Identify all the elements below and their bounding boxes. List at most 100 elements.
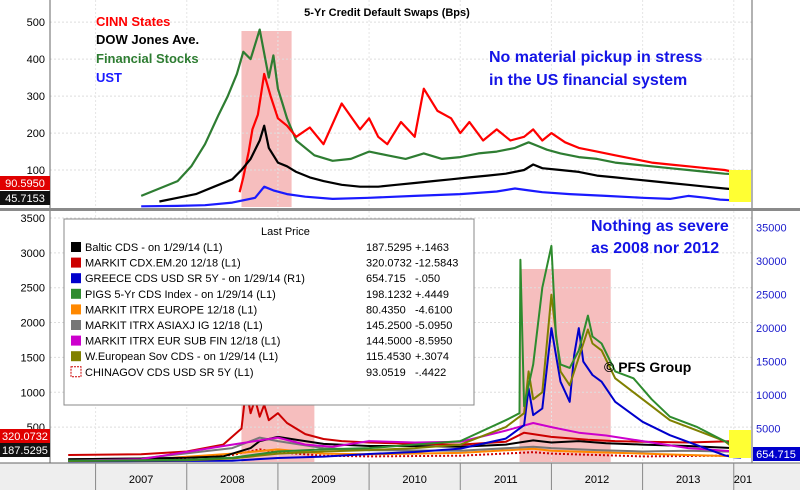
bottom-left-tick-1000: 1000 — [21, 387, 45, 399]
legend-row-7: W.European Sov CDS - on 1/29/14 (L1) 115.… — [71, 351, 449, 363]
bottom-left-tick-1500: 1500 — [21, 352, 45, 364]
top-last-value-0: 90.5950 — [0, 176, 50, 190]
bottom-last-value-left-bg-0 — [0, 429, 50, 443]
legend-value-8: 93.0519 — [366, 367, 406, 379]
legend-label-5: MARKIT ITRX ASIAXJ IG 12/18 (L1) — [85, 320, 263, 332]
bottom-right-tick-35000: 35000 — [756, 223, 787, 235]
top-series-lines — [140, 28, 742, 208]
legend-swatch-0 — [71, 242, 81, 252]
x-axis-label-201: 201 — [734, 474, 752, 486]
bottom-left-tick-2500: 2500 — [21, 283, 45, 295]
legend-change-6: -8.5950 — [415, 336, 452, 348]
x-axis-label-2010: 2010 — [402, 474, 426, 486]
top-y-tick-labels: 100 200 300 400 500 — [27, 17, 45, 177]
x-axis-band — [0, 463, 800, 490]
top-last-value-bg-0 — [0, 176, 50, 190]
bottom-highlight-box — [729, 430, 751, 458]
bottom-right-tick-25000: 25000 — [756, 290, 787, 302]
top-y-tick-300: 300 — [27, 91, 45, 103]
top-y-tick-400: 400 — [27, 54, 45, 66]
legend-row-6: MARKIT ITRX EUR SUB FIN 12/18 (L1) 144.50… — [71, 335, 452, 348]
legend-swatch-5 — [71, 320, 81, 330]
x-axis-label-2012: 2012 — [585, 474, 609, 486]
legend-row-3: PIGS 5-Yr CDS Index - on 1/29/14 (L1) 198… — [71, 288, 449, 301]
top-legend: CINN States DOW Jones Ave. Financial Sto… — [96, 14, 199, 85]
legend-row-5: MARKIT ITRX ASIAXJ IG 12/18 (L1) 145.2500… — [71, 320, 452, 332]
legend-swatch-4 — [71, 304, 81, 315]
bottom-series-markit-cdx-em-20-12-18 — [68, 387, 742, 456]
legend-change-2: -.050 — [415, 273, 440, 285]
legend-row-8: CHINAGOV CDS USD SR 5Y (L1) 93.0519 -.4422 — [70, 366, 446, 379]
legend-row-4: MARKIT ITRX EUROPE 12/18 (L1) 80.4350 -4.6… — [71, 304, 452, 316]
bottom-series-lines — [68, 244, 742, 463]
bottom-series-chinagov-cds-usd-sr-5y — [68, 448, 742, 462]
legend-label-4: MARKIT ITRX EUROPE 12/18 (L1) — [85, 304, 257, 316]
legend-change-1: -12.5843 — [415, 258, 458, 270]
bottom-series-markit-itrx-asiaxj-ig-12-18 — [68, 436, 742, 461]
legend-swatch-3 — [71, 288, 81, 299]
legend-rows: Baltic CDS - on 1/29/14 (L1) 187.5295 +.14… — [70, 242, 458, 379]
legend-row-0: Baltic CDS - on 1/29/14 (L1) 187.5295 +.14… — [71, 242, 449, 254]
bottom-last-value-left-0: 320.0732 — [0, 429, 50, 443]
top-panel-background — [0, 0, 800, 208]
x-axis-label-2013: 2013 — [676, 474, 700, 486]
legend-label-7: W.European Sov CDS - on 1/29/14 (L1) — [85, 351, 278, 363]
top-last-value-bg-1 — [0, 191, 50, 205]
bottom-last-value-right-text-0: 654.715 — [756, 449, 796, 461]
top-highlight-box — [729, 170, 751, 202]
legend-label-0: Baltic CDS - on 1/29/14 (L1) — [85, 242, 223, 254]
bottom-right-tick-20000: 20000 — [756, 323, 787, 335]
legend-box — [63, 218, 475, 406]
legend-swatch-8 — [70, 366, 82, 378]
top-annotation-line-2: in the US financial system — [489, 72, 687, 89]
top-legend-financials: Financial Stocks — [96, 51, 199, 66]
top-panel: 100 200 300 400 500 90.5950 45.7153 5-Yr Cred… — [0, 0, 800, 208]
legend-label-2: GREECE CDS USD SR 5Y - on 1/29/14 (R1) — [85, 273, 305, 285]
bottom-legend: Last Price Baltic CDS - on 1/29/14 (L1) 1… — [63, 218, 475, 406]
legend-value-2: 654.715 — [366, 273, 406, 285]
bottom-annotation-line-1: Nothing as severe — [591, 218, 729, 235]
bottom-last-value-left-1: 187.5295 — [0, 443, 50, 457]
x-axis-label-2011: 2011 — [494, 474, 518, 486]
legend-value-1: 320.0732 — [366, 258, 412, 270]
bottom-right-tick-10000: 10000 — [756, 390, 787, 402]
legend-value-7: 115.4530 — [366, 351, 411, 363]
top-y-tick-500: 500 — [27, 17, 45, 29]
legend-value-0: 187.5295 — [366, 242, 412, 254]
bottom-last-value-right-0: 654.715 — [753, 447, 800, 461]
top-chart-title: 5-Yr Credit Default Swaps (Bps) — [304, 7, 470, 19]
legend-row-1: MARKIT CDX.EM.20 12/18 (L1) 320.0732 -12.5… — [71, 257, 458, 270]
bottom-last-value-right-bg-0 — [753, 447, 800, 461]
bottom-annotation-line-2: as 2008 nor 2012 — [591, 240, 719, 257]
legend-value-4: 80.4350 — [366, 304, 406, 316]
bottom-left-tick-3500: 3500 — [21, 213, 45, 225]
legend-label-3: PIGS 5-Yr CDS Index - on 1/29/14 (L1) — [85, 289, 276, 301]
legend-row-2: GREECE CDS USD SR 5Y - on 1/29/14 (R1) 65… — [71, 273, 440, 285]
bottom-series-pigs-5-yr-cds-index — [68, 244, 742, 462]
bottom-right-tick-30000: 30000 — [756, 256, 787, 268]
top-last-value-text-1: 45.7153 — [5, 193, 45, 205]
bottom-series-baltic-cds — [68, 435, 742, 461]
top-series-ust — [141, 185, 742, 208]
top-legend-cinn: CINN States — [96, 14, 170, 29]
legend-change-5: -5.0950 — [415, 320, 452, 332]
bottom-last-value-left-bg-1 — [0, 443, 50, 457]
legend-swatch-1 — [71, 257, 81, 268]
legend-value-5: 145.2500 — [366, 320, 412, 332]
legend-label-6: MARKIT ITRX EUR SUB FIN 12/18 (L1) — [85, 336, 280, 348]
top-y-tick-200: 200 — [27, 128, 45, 140]
copyright-credit: © PFS Group — [604, 359, 691, 375]
legend-change-8: -.4422 — [415, 367, 446, 379]
panel-separator — [0, 208, 800, 211]
top-last-value-text-0: 90.5950 — [5, 178, 45, 190]
bottom-left-tick-3000: 3000 — [21, 248, 45, 260]
top-last-value-1: 45.7153 — [0, 191, 50, 205]
legend-swatch-7 — [71, 351, 81, 362]
top-series-financial-stocks — [140, 28, 742, 197]
legend-value-6: 144.5000 — [366, 336, 412, 348]
top-last-value-labels: 90.5950 45.7153 — [0, 176, 50, 205]
bottom-series-w-european-sov-cds — [68, 293, 742, 462]
top-legend-dow: DOW Jones Ave. — [96, 32, 199, 47]
